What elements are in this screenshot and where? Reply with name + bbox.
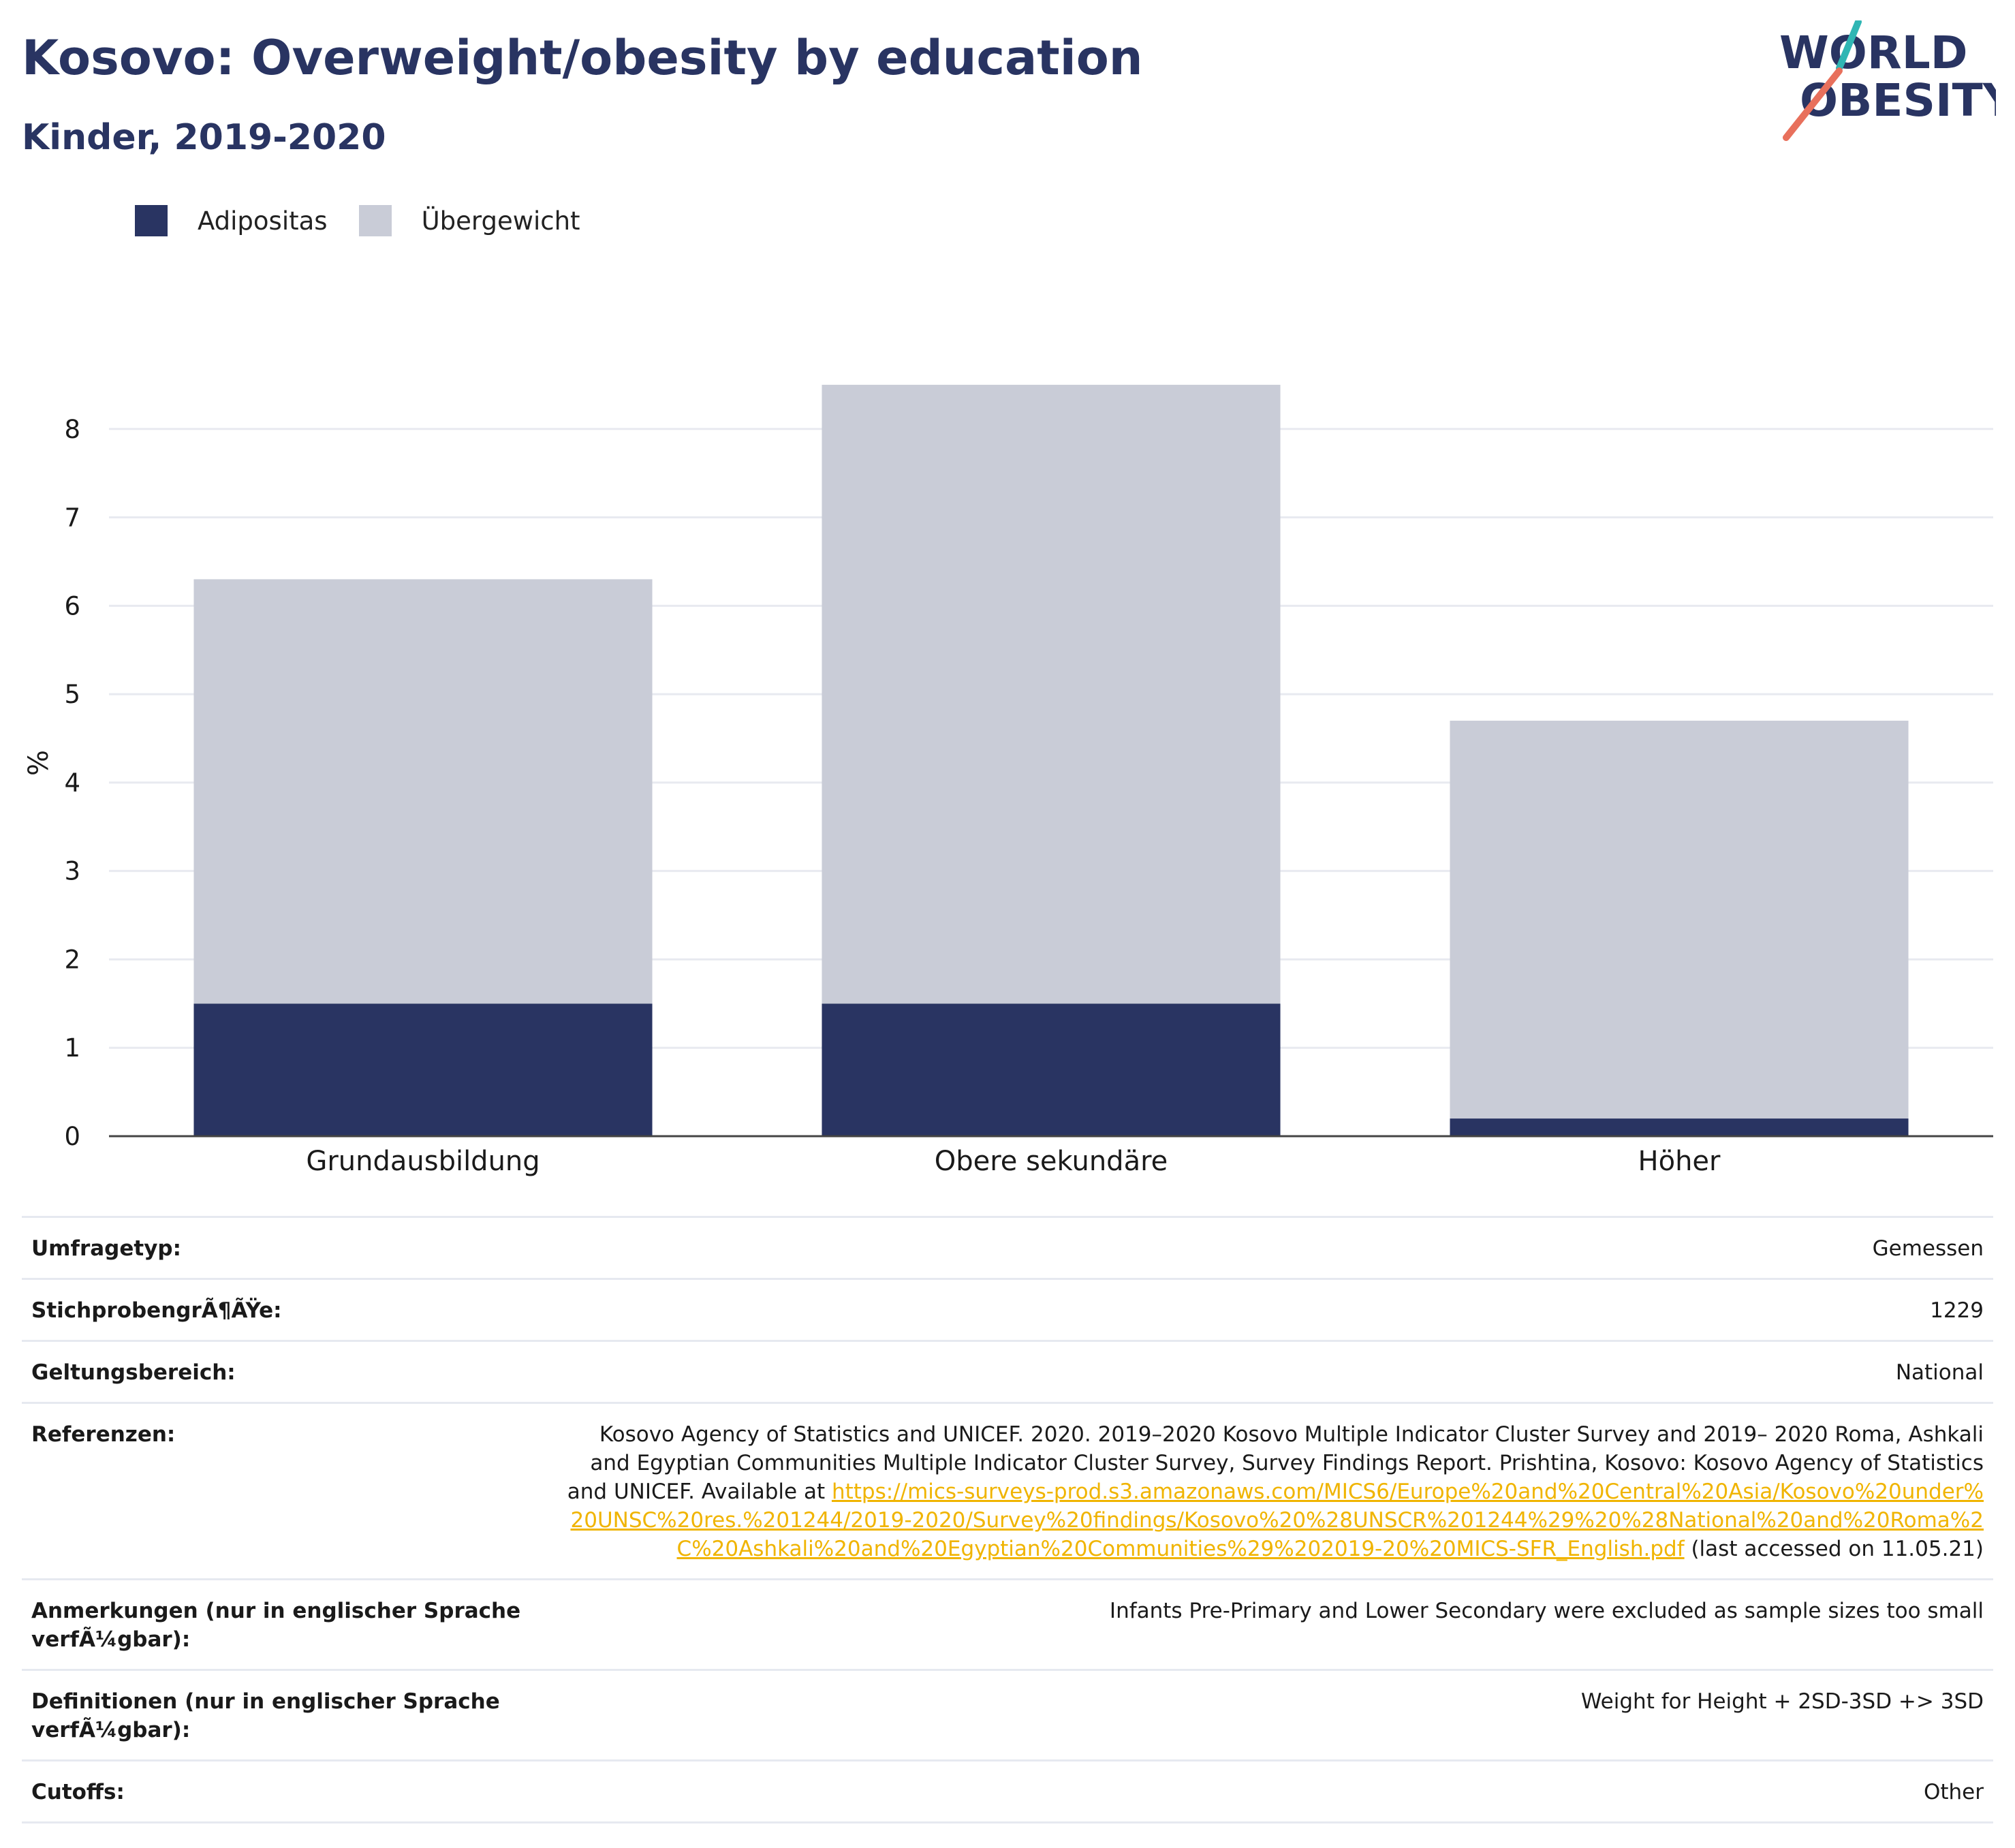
y-tick-label: 1 xyxy=(64,1033,80,1063)
legend-label-overweight: Übergewicht xyxy=(421,206,580,236)
y-tick-label: 0 xyxy=(64,1122,80,1151)
chart-subtitle: Kinder, 2019-2020 xyxy=(22,117,386,158)
info-label: Cutoffs: xyxy=(31,1780,125,1804)
x-category-label: Grundausbildung xyxy=(306,1146,540,1177)
info-label: Umfragetyp: xyxy=(31,1236,181,1261)
reference-text: Kosovo Agency of Statistics and UNICEF. … xyxy=(567,1422,1984,1504)
bar-obesity[interactable] xyxy=(193,1003,653,1136)
info-label: Referenzen: xyxy=(31,1422,176,1447)
info-label: Anmerkungen (nur in englischer Sprache v… xyxy=(31,1599,521,1652)
bars xyxy=(193,384,1909,1136)
y-tick-label: 5 xyxy=(64,680,80,709)
reference-accessed: (last accessed on 11.05.21) xyxy=(1684,1537,1984,1561)
bar-obesity[interactable] xyxy=(822,1003,1281,1136)
info-value: National xyxy=(1895,1360,1984,1385)
info-row-survey-type: Umfragetyp: Gemessen xyxy=(22,1216,1993,1278)
info-table: Umfragetyp: Gemessen StichprobengrÃ¶ÃŸe:… xyxy=(22,1216,1993,1823)
legend-item-overweight[interactable]: Übergewicht xyxy=(358,205,580,236)
y-axis-title: % xyxy=(23,750,54,776)
legend-item-obesity[interactable]: Adipositas xyxy=(135,205,328,236)
info-value: Infants Pre-Primary and Lower Secondary … xyxy=(1109,1599,1984,1623)
x-category-label: Höher xyxy=(1638,1146,1721,1177)
info-value: Gemessen xyxy=(1872,1236,1984,1261)
info-label: Definitionen (nur in englischer Sprache … xyxy=(31,1689,500,1742)
info-row-notes: Anmerkungen (nur in englischer Sprache v… xyxy=(22,1578,1993,1669)
x-category-label: Obere sekundäre xyxy=(935,1146,1168,1177)
reference-link[interactable]: https://mics-surveys-prod.s3.amazonaws.c… xyxy=(570,1479,1984,1561)
bar-overweight[interactable] xyxy=(193,579,653,1004)
chart-legend: Adipositas Übergewicht xyxy=(135,202,612,240)
y-tick-label: 8 xyxy=(64,415,80,444)
y-tick-label: 7 xyxy=(64,503,80,533)
logo-teal-stroke xyxy=(1836,20,1862,72)
info-row-definitions: Definitionen (nur in englischer Sprache … xyxy=(22,1669,1993,1759)
bar-overweight[interactable] xyxy=(822,384,1281,1004)
legend-swatch-overweight xyxy=(358,205,392,236)
info-value: Other xyxy=(1923,1780,1984,1804)
info-label: Geltungsbereich: xyxy=(31,1360,236,1385)
info-row-cutoffs: Cutoffs: Other xyxy=(22,1759,1993,1823)
y-tick-label: 6 xyxy=(64,591,80,621)
info-label: StichprobengrÃ¶ÃŸe: xyxy=(31,1298,282,1323)
bar-overweight[interactable] xyxy=(1450,721,1909,1119)
bar-obesity[interactable] xyxy=(1450,1118,1909,1136)
legend-label-obesity: Adipositas xyxy=(198,206,328,236)
world-obesity-logo: WORLD OBESITY xyxy=(1779,20,1996,141)
y-tick-label: 3 xyxy=(64,857,80,886)
info-row-references: Referenzen: Kosovo Agency of Statistics … xyxy=(22,1402,1993,1578)
logo-line1: WORLD xyxy=(1779,27,1968,79)
chart-title: Kosovo: Overweight/obesity by education xyxy=(22,30,1143,86)
y-tick-label: 2 xyxy=(64,945,80,974)
info-value: 1229 xyxy=(1930,1298,1984,1323)
info-value: Weight for Height + 2SD-3SD +> 3SD xyxy=(1580,1689,1984,1714)
y-tick-label: 4 xyxy=(64,768,80,798)
info-row-sample-size: StichprobengrÃ¶ÃŸe: 1229 xyxy=(22,1278,1993,1340)
stacked-bar-chart: 0 1 2 3 4 5 6 7 8% Grundausbildung Obere sekundäre… xyxy=(23,384,1993,1177)
legend-swatch-obesity xyxy=(135,205,168,236)
info-row-coverage: Geltungsbereich: National xyxy=(22,1340,1993,1402)
info-value: Kosovo Agency of Statistics and UNICEF. … xyxy=(522,1420,1984,1563)
axes: 0 1 2 3 4 5 6 7 8% Grundausbildung Obere sekundäre… xyxy=(23,415,1993,1177)
logo-red-stroke xyxy=(1783,67,1843,141)
